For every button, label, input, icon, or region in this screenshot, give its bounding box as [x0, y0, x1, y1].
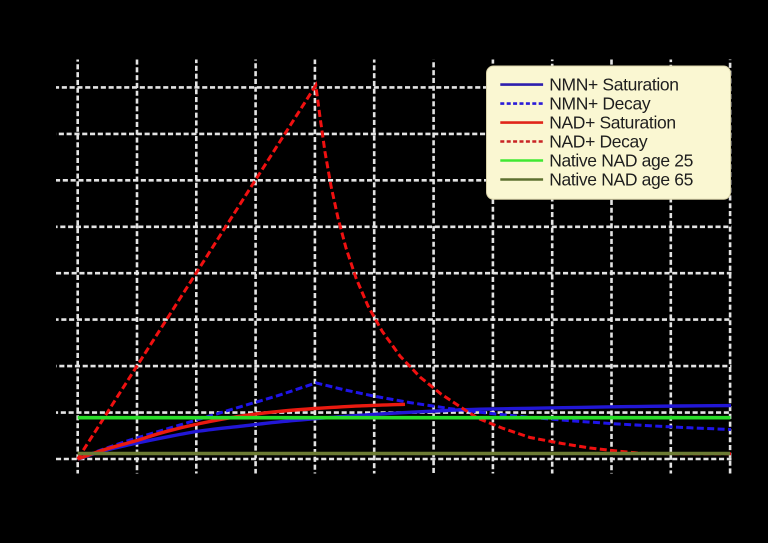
svg-text:Native NAD age 25: Native NAD age 25 [549, 151, 693, 171]
svg-text:NMN+ Saturation: NMN+ Saturation [549, 75, 678, 95]
svg-text:NMN+ Decay: NMN+ Decay [549, 94, 651, 114]
svg-text:Native NAD age 65: Native NAD age 65 [549, 170, 693, 190]
svg-text:NAD+ Decay: NAD+ Decay [549, 132, 648, 152]
svg-text:NAD+ Saturation: NAD+ Saturation [549, 113, 676, 133]
